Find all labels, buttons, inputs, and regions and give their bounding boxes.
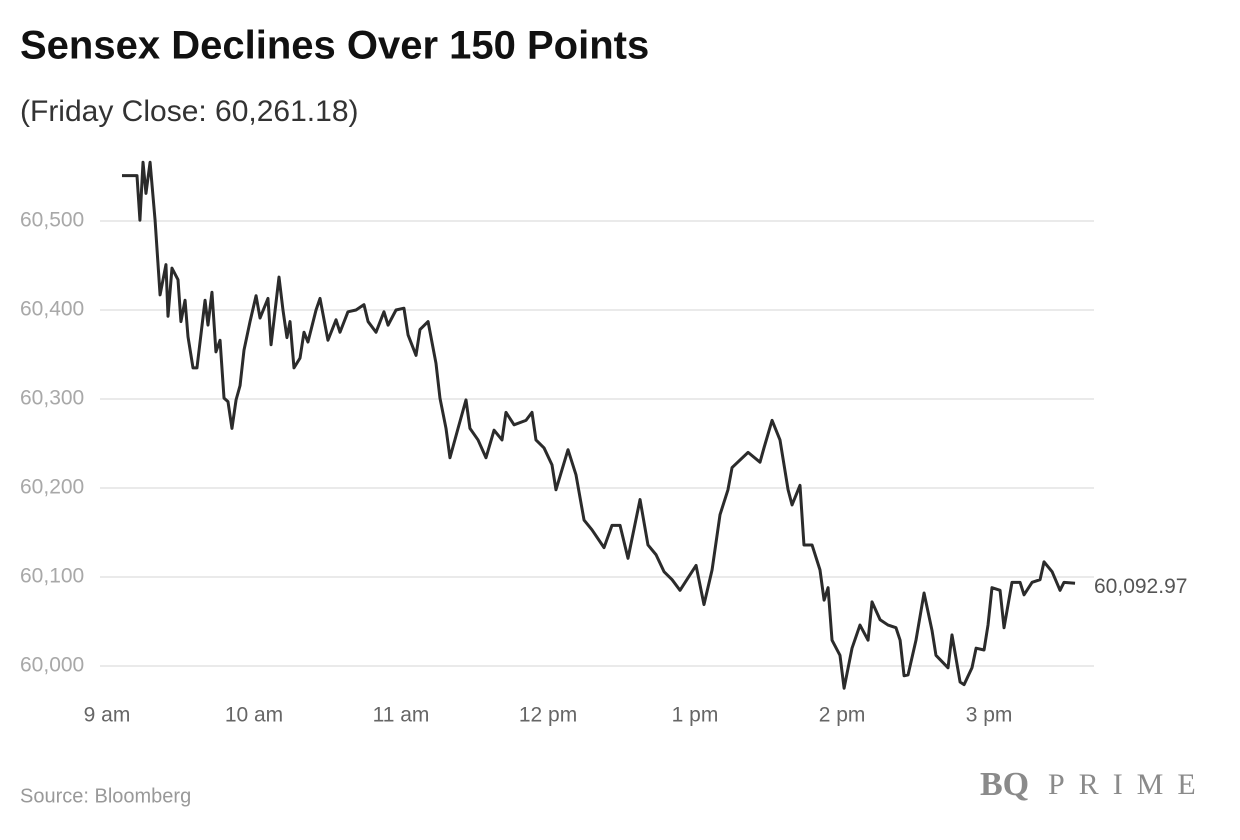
- y-tick-label: 60,300: [20, 387, 84, 410]
- y-tick-label: 60,000: [20, 654, 84, 677]
- end-value-label: 60,092.97: [1094, 575, 1187, 598]
- y-tick-label: 60,400: [20, 298, 84, 321]
- y-tick-label: 60,500: [20, 209, 84, 232]
- x-tick-label: 1 pm: [672, 704, 719, 727]
- x-tick-label: 2 pm: [819, 704, 866, 727]
- x-tick-label: 11 am: [373, 704, 430, 727]
- source: Source: Bloomberg: [20, 785, 191, 807]
- chart-subtitle: (Friday Close: 60,261.18): [20, 95, 359, 128]
- price-line: [121, 160, 1076, 690]
- chart-title: Sensex Declines Over 150 Points: [20, 24, 649, 68]
- x-tick-label: 10 am: [225, 704, 283, 727]
- y-tick-label: 60,100: [20, 565, 84, 588]
- x-tick-label: 12 pm: [519, 704, 577, 727]
- brand-name: PRIME: [1048, 768, 1210, 801]
- x-tick-label: 3 pm: [966, 704, 1013, 727]
- brand-logo: BQ: [980, 766, 1029, 803]
- y-tick-label: 60,200: [20, 476, 84, 499]
- x-tick-label: 9 am: [84, 704, 131, 727]
